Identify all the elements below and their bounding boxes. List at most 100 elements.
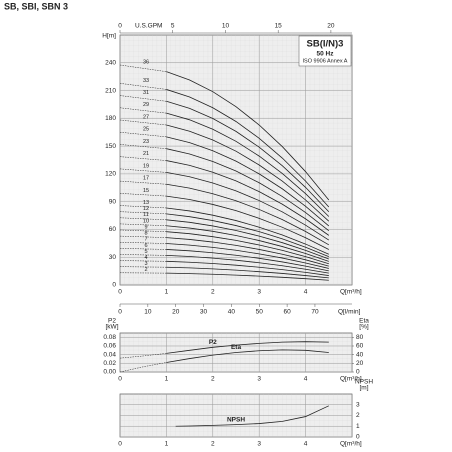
curve [175, 405, 329, 427]
curve-label: 36 [143, 59, 149, 65]
bottom-tick-label: 20 [172, 309, 180, 316]
curve-dashed [119, 217, 167, 221]
y2-axis-label: Eta [359, 318, 369, 325]
curve [166, 266, 329, 279]
x-tick-label: 3 [257, 376, 261, 383]
x-axis-label: Q[m³/h] [340, 289, 362, 296]
top-tick-label: 10 [222, 23, 230, 30]
x-axis-label: Q[m³/h] [340, 376, 362, 383]
bottom-tick-label: 0 [118, 309, 122, 316]
curve-dashed [119, 64, 167, 72]
top-tick-label: 15 [275, 23, 283, 30]
y2-tick-label: 60 [356, 343, 364, 350]
curve [166, 243, 329, 269]
curve-dashed [119, 254, 167, 256]
curve [166, 213, 329, 258]
y2-tick-label: 0 [356, 369, 360, 376]
badge-box [298, 35, 352, 67]
y-tick-label: 1 [356, 423, 360, 430]
curve [166, 183, 329, 246]
x-tick-label: 0 [118, 376, 122, 383]
curve-label: 7 [144, 237, 147, 243]
curve-dashed [119, 241, 167, 244]
curve-label: 29 [143, 102, 149, 108]
x-tick-label: 1 [165, 376, 169, 383]
x-tick-label: 4 [304, 441, 308, 448]
top-tick-label: 0 [118, 23, 122, 30]
curve-label: 10 [143, 218, 149, 224]
curve-label: 5 [144, 249, 147, 255]
curve-dashed [119, 211, 167, 215]
y-axis-label: [kW] [106, 324, 119, 331]
x-tick-label: 2 [211, 441, 215, 448]
curve [166, 237, 329, 267]
x-tick-label: 0 [118, 441, 122, 448]
page-title: SB, SBI, SBN 3 [4, 1, 68, 11]
curve-dashed [119, 83, 167, 90]
bottom-tick-label: 30 [200, 309, 208, 316]
curve-label: 2 [144, 267, 147, 273]
y-tick-label: 0 [112, 282, 116, 289]
curve-dashed [119, 353, 167, 359]
y2-tick-label: 20 [356, 360, 364, 367]
curve-label: 17 [143, 176, 149, 182]
bottom-tick-label: 10 [144, 309, 152, 316]
y-tick-label: 60 [109, 226, 117, 233]
curve-dashed [119, 266, 167, 268]
curve-label: 23 [143, 139, 149, 145]
curve-dashed [119, 107, 167, 114]
curve-label: 19 [143, 163, 149, 169]
x-tick-label: 3 [257, 441, 261, 448]
bottom-axis-label: Q[l/min] [338, 309, 361, 316]
y-tick-label: 240 [105, 59, 116, 66]
curve [166, 71, 330, 201]
badge-line: 50 Hz [317, 51, 335, 58]
y-tick-label: 150 [105, 143, 116, 150]
curve [166, 207, 329, 255]
curve [166, 260, 329, 276]
curve [166, 160, 330, 236]
x-axis-label: Q[m³/h] [340, 441, 362, 448]
y-axis-label: [m] [359, 385, 368, 392]
y-tick-label: 2 [356, 412, 360, 419]
curve-dashed [119, 156, 167, 161]
curve [166, 124, 330, 222]
curve [166, 100, 330, 213]
y2-tick-label: 80 [356, 334, 364, 341]
minor-grid [120, 35, 352, 285]
y-tick-label: 0 [356, 434, 360, 441]
curve-dashed [119, 248, 167, 250]
x-tick-label: 4 [304, 376, 308, 383]
curve [166, 148, 330, 231]
y-tick-label: 120 [105, 171, 116, 178]
curve [166, 341, 329, 354]
curve [166, 254, 329, 274]
x-tick-label: 2 [211, 289, 215, 296]
top-tick-label: 20 [327, 23, 335, 30]
bottom-tick-label: 70 [311, 309, 319, 316]
y-tick-label: 0.04 [103, 351, 116, 358]
top-tick-label: 5 [171, 23, 175, 30]
curve-label: 4 [144, 255, 147, 261]
curve-label: NPSH [227, 416, 245, 423]
curve-label: 33 [143, 78, 149, 84]
curve-dashed [119, 235, 167, 238]
curve [166, 112, 330, 217]
bottom-tick-label: 60 [283, 309, 291, 316]
x-tick-label: 4 [304, 289, 308, 296]
curve-label: Eta [231, 344, 242, 351]
y-tick-label: 0.00 [103, 369, 116, 376]
curve [166, 219, 329, 260]
curve-label: 12 [143, 206, 149, 212]
curve [166, 272, 329, 281]
y-tick-label: 210 [105, 87, 116, 94]
curve-dashed [119, 119, 167, 126]
curve [166, 231, 329, 265]
curve-dashed [119, 168, 167, 173]
y-tick-label: 180 [105, 115, 116, 122]
curve-dashed [119, 223, 167, 226]
y2-tick-label: 40 [356, 351, 364, 358]
curve-label: 11 [143, 212, 149, 218]
y-axis-label: H[m] [102, 33, 116, 40]
